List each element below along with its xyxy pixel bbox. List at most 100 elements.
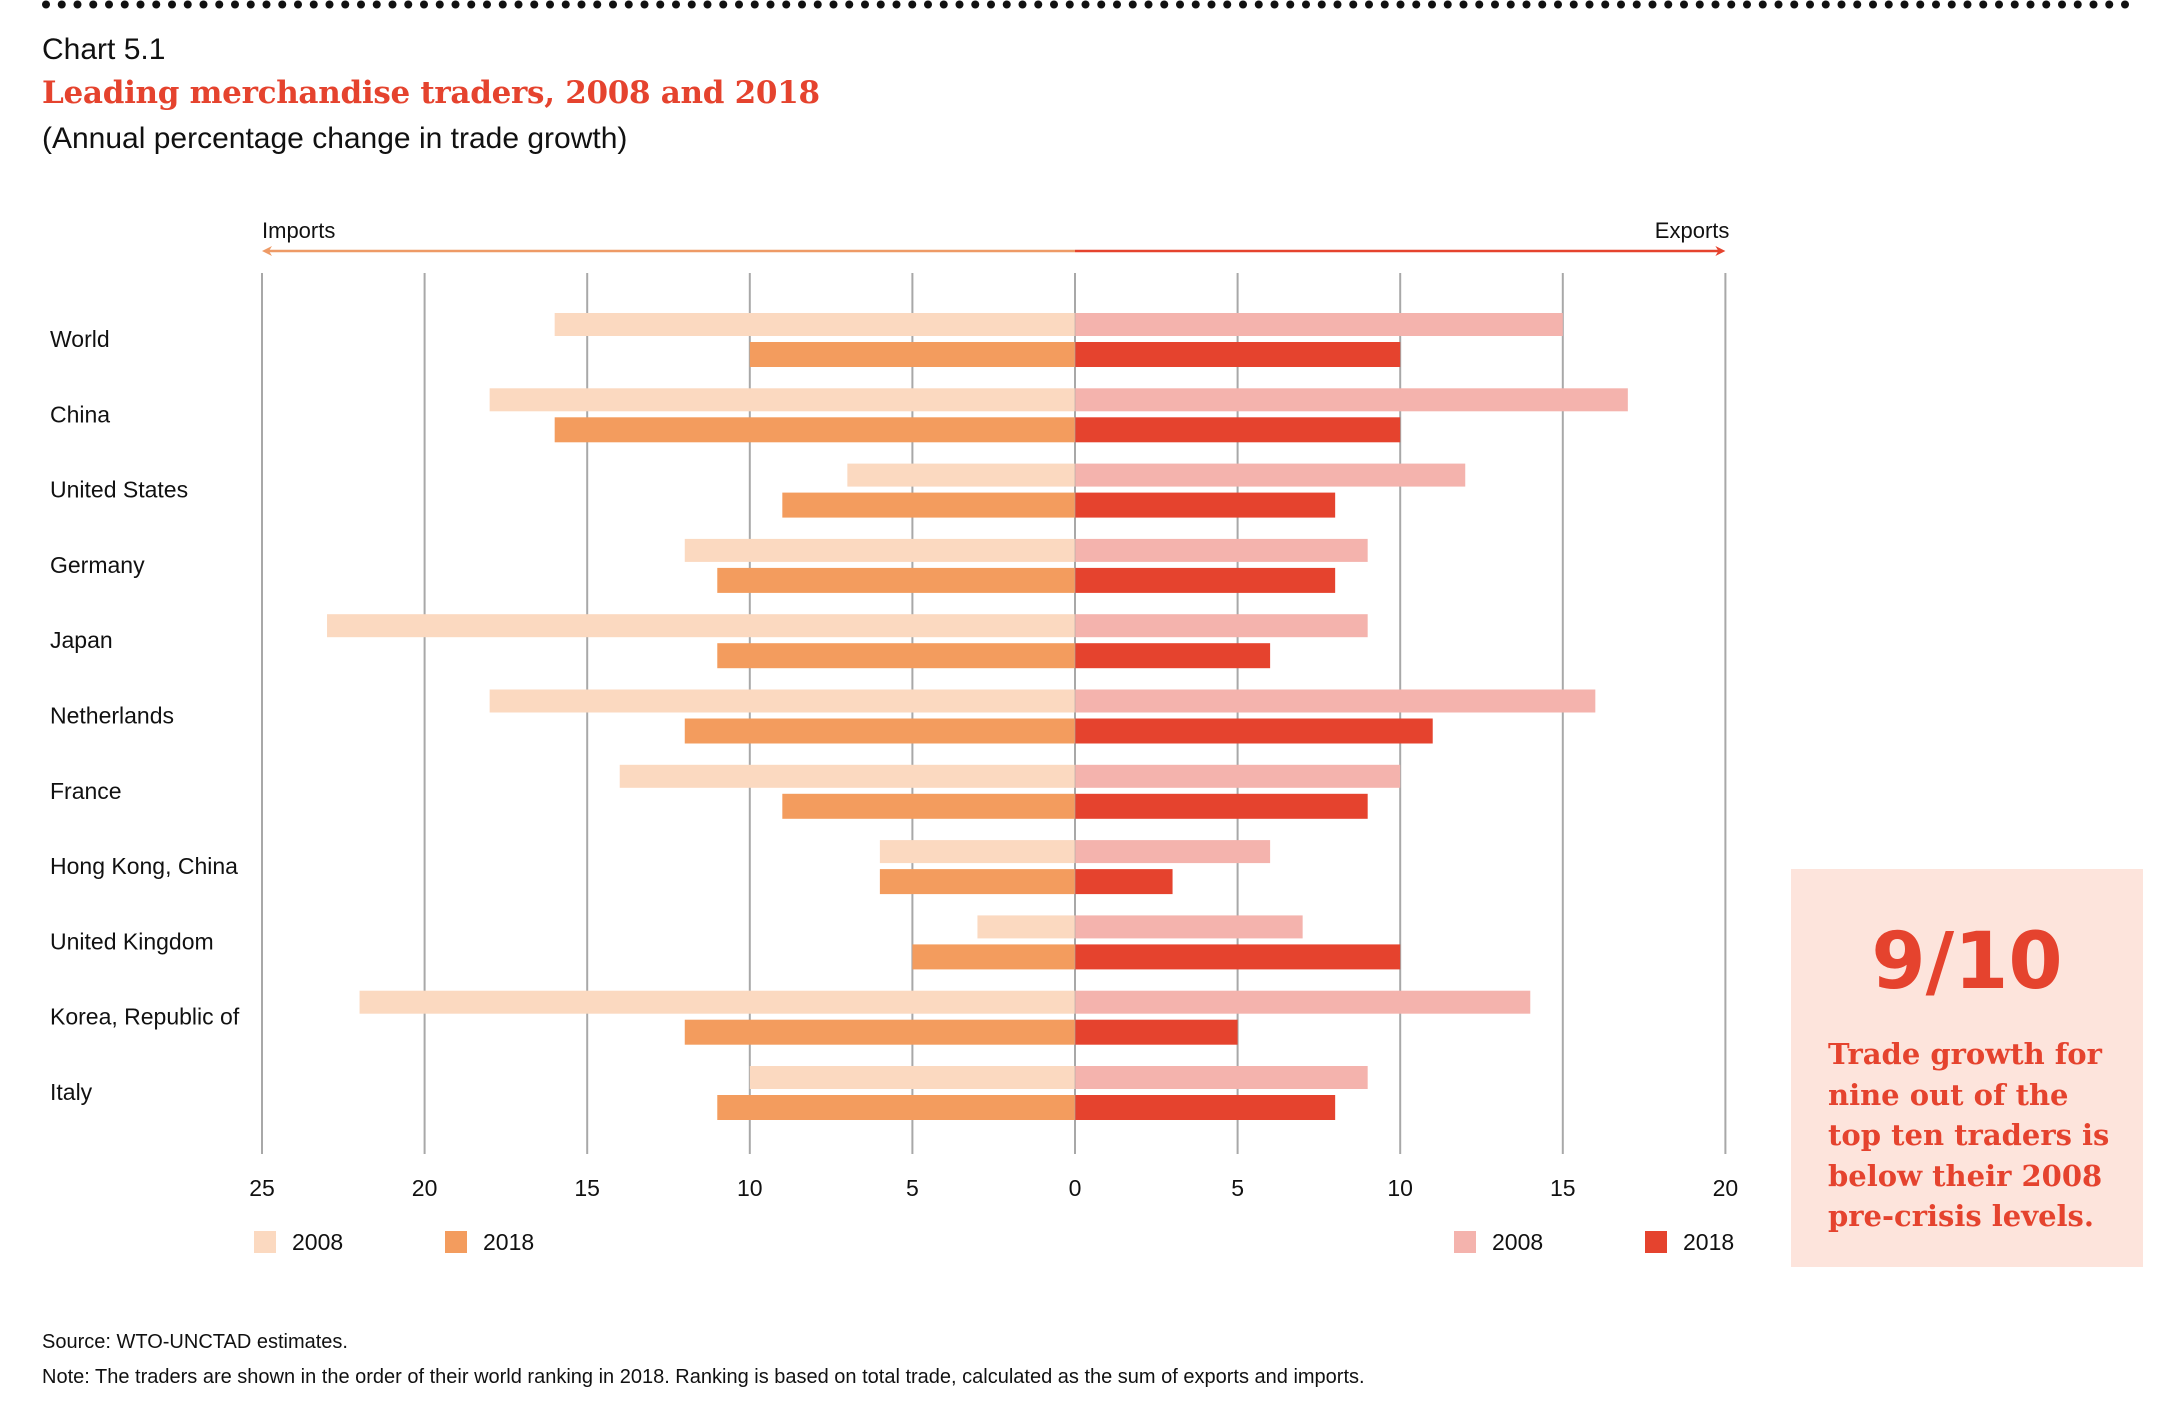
border-dot — [1790, 0, 1799, 9]
border-dot — [467, 0, 476, 9]
border-dot — [1538, 0, 1547, 9]
border-dot — [1475, 0, 1484, 9]
bar-exports-2018 — [1075, 1019, 1238, 1045]
border-dot — [1743, 0, 1751, 9]
bar-imports-2018 — [554, 417, 1075, 443]
bar-imports-2018 — [749, 342, 1075, 367]
bar-exports-2008 — [1075, 388, 1628, 412]
category-label: France — [50, 778, 122, 804]
border-dot — [1853, 0, 1862, 9]
bars — [327, 273, 1628, 1154]
legend-label: 2018 — [1683, 1229, 1734, 1255]
border-dot — [168, 0, 176, 9]
border-dot — [2010, 0, 2019, 9]
category-label: World — [50, 326, 110, 352]
tick-label-exports: 20 — [1713, 1175, 1739, 1201]
border-dot — [1333, 0, 1342, 9]
bar-imports-2018 — [717, 567, 1075, 593]
border-dot — [609, 0, 617, 9]
border-dot — [813, 0, 822, 9]
bar-imports-2018 — [912, 944, 1075, 970]
tick-label-imports: 25 — [249, 1175, 275, 1201]
border-dot — [1207, 0, 1216, 9]
border-dot — [1554, 0, 1562, 9]
dotted-top-border — [42, 0, 2129, 9]
border-dot — [861, 0, 869, 9]
border-dot — [1239, 0, 1247, 9]
border-dot — [672, 0, 680, 9]
category-label: Netherlands — [50, 703, 174, 729]
bar-exports-2008 — [1075, 689, 1596, 713]
footnote: Note: The traders are shown in the order… — [42, 1366, 1365, 1388]
border-dot — [1223, 0, 1232, 9]
callout-big-number: 9/10 — [1871, 917, 2063, 1007]
bar-exports-2018 — [1075, 417, 1401, 443]
border-dot — [278, 0, 287, 9]
border-dot — [1695, 0, 1704, 9]
bar-exports-2008 — [1075, 313, 1563, 336]
border-dot — [687, 0, 696, 9]
bar-exports-2018 — [1075, 869, 1173, 895]
border-dot — [1632, 0, 1641, 9]
border-dot — [1821, 0, 1830, 9]
border-dot — [2058, 0, 2066, 9]
legend-swatch — [1645, 1231, 1667, 1253]
border-dot — [561, 0, 570, 9]
border-dot — [1097, 0, 1106, 9]
border-dot — [719, 0, 728, 9]
border-dot — [420, 0, 428, 9]
border-dot — [1443, 0, 1452, 9]
tick-label-imports: 5 — [906, 1175, 919, 1201]
bar-imports-2018 — [717, 643, 1075, 669]
bar-exports-2018 — [1075, 793, 1368, 819]
border-dot — [782, 0, 791, 9]
border-dot — [1680, 0, 1688, 9]
border-dot — [845, 0, 854, 9]
border-dot — [1302, 0, 1310, 9]
bar-imports-2018 — [879, 869, 1075, 895]
border-dot — [1585, 0, 1594, 9]
border-dot — [451, 0, 460, 9]
border-dot — [246, 0, 255, 9]
bar-exports-2018 — [1075, 342, 1401, 367]
border-dot — [1522, 0, 1531, 9]
border-dot — [341, 0, 350, 9]
callout-text: Trade growth for nine out of the top ten… — [1828, 1037, 2110, 1233]
bar-exports-2018 — [1075, 492, 1336, 518]
border-dot — [215, 0, 224, 9]
border-dot — [987, 0, 995, 9]
tick-label-exports: 5 — [1231, 1175, 1244, 1201]
bar-exports-2008 — [1075, 538, 1368, 562]
border-dot — [1648, 0, 1657, 9]
border-dot — [656, 0, 665, 9]
border-dot — [1569, 0, 1578, 9]
bar-imports-2018 — [684, 718, 1075, 744]
border-dot — [1916, 0, 1925, 9]
border-dot — [1034, 0, 1043, 9]
border-dot — [939, 0, 948, 9]
category-label: Italy — [50, 1079, 93, 1105]
border-dot — [1727, 0, 1736, 9]
tick-label-exports: 15 — [1550, 1175, 1576, 1201]
border-dot — [1270, 0, 1279, 9]
bar-exports-2008 — [1075, 840, 1271, 864]
border-dot — [2026, 0, 2035, 9]
border-dot — [1506, 0, 1515, 9]
legend: 2008 2018 2008 2018 — [254, 1229, 1734, 1255]
bar-imports-2018 — [782, 492, 1075, 518]
category-label: United Kingdom — [50, 928, 214, 954]
chart-title: Leading merchandise traders, 2008 and 20… — [42, 75, 820, 111]
border-dot — [766, 0, 775, 9]
border-dot — [1176, 0, 1184, 9]
border-dot — [1995, 0, 2003, 9]
border-dot — [1884, 0, 1893, 9]
chart-number: Chart 5.1 — [42, 33, 166, 66]
border-dot — [1979, 0, 1988, 9]
border-dot — [42, 0, 50, 9]
border-dot — [1869, 0, 1877, 9]
border-dot — [388, 0, 397, 9]
border-dot — [1664, 0, 1673, 9]
bar-imports-2018 — [782, 793, 1075, 819]
border-dot — [1806, 0, 1814, 9]
